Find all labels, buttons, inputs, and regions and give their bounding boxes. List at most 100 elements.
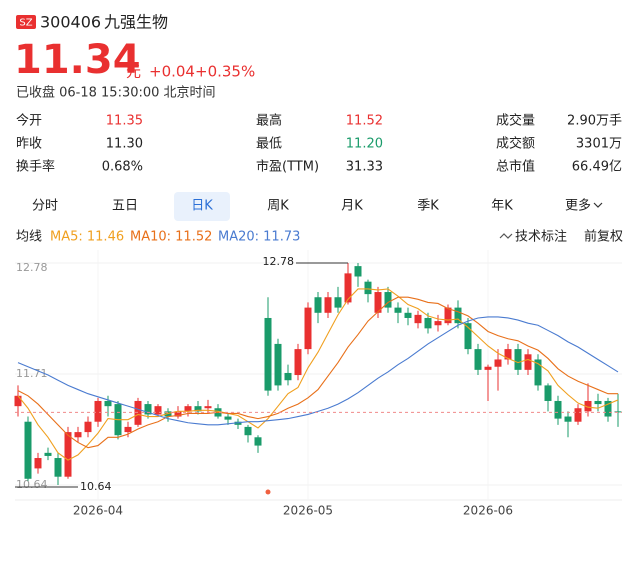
tech-button[interactable]: 技术标注 [515,230,567,245]
candle-body [244,426,252,436]
stat-label: 最高 [256,113,282,129]
x-tick-label: 2026-06 [463,504,513,518]
candle-body [384,292,392,308]
tab[interactable]: 年K [491,199,513,214]
candle-body [504,349,512,360]
candle-body [144,404,152,415]
stat-value: 66.49亿 [572,160,622,175]
candle-body [414,314,422,324]
candle-body [464,323,472,350]
annotation: 12.78 [263,255,295,268]
change-pct: +0.35% [195,63,255,81]
candle-body [194,406,202,412]
candle-body [544,385,552,401]
tab[interactable]: 季K [417,199,439,214]
stat-label: 成交量 [496,113,535,129]
candle-body [224,416,232,420]
candle-body [394,307,402,313]
candle-body [154,406,162,415]
candle-body [344,273,352,303]
tab[interactable]: 周K [267,199,289,214]
status: 已收盘 06-18 15:30:00 北京时间 [16,85,216,101]
x-tick-label: 2026-05 [283,504,333,518]
kline-chart: 12.78 11.71 10.64 2026-04 2026-05 2026-06 12.7… [14,250,622,518]
candle-body [454,307,462,324]
candle-body [184,406,192,412]
stat-value: 2.90万手 [567,114,622,129]
ma-line [17,296,618,449]
y-tick-label: 10.64 [16,478,48,491]
stat-value: 11.30 [106,137,143,152]
candle-body [444,307,452,324]
stat-label: 换手率 [16,159,55,175]
candle-body [614,411,622,413]
event-dot [265,489,271,495]
more-chevron [593,202,603,208]
tabs: 分时 五日 日K 周K 月K 季K 年K 更多 [32,192,591,221]
candle-body [434,321,442,326]
candle-body [594,400,602,405]
candle-body [584,400,592,412]
candle-body [334,297,342,308]
candle-body [484,366,492,370]
candle-body [564,416,572,422]
candle-body [174,411,182,417]
exchange-badge [16,15,36,29]
candle-body [84,421,92,433]
candle-body [424,317,432,329]
annotation: 10.64 [80,480,112,493]
candle-body [574,408,582,422]
candle-body [514,349,522,370]
ma-legend: MA5: 11.46 MA10: 11.52 MA20: 11.73 [50,230,300,245]
candle-body [124,426,132,433]
candle-body [304,307,312,350]
candle-body [104,400,112,407]
tab[interactable]: 分时 [32,199,58,214]
stat-label: 最低 [256,137,282,152]
stat-value: 11.35 [106,114,143,129]
candle-body [204,406,212,409]
price-unit: 元 [126,63,141,81]
candle-body [474,349,482,370]
candle-body [534,359,542,386]
stock-code: 300406 [40,13,101,32]
candle-body [324,297,332,313]
ma-line [17,316,619,426]
candle-body [284,372,292,381]
tab[interactable]: 五日 [112,199,138,214]
ma-line [17,288,619,461]
candle-body [354,266,362,277]
candle-body [254,437,262,446]
x-tick-label: 2026-04 [73,504,123,518]
stat-value: 31.33 [346,160,383,175]
tab-active-bg [174,192,230,221]
ma-legend-item: MA20: 11.73 [218,230,300,245]
candle-body [524,354,532,370]
candle-body [604,400,612,417]
candle-body [264,317,272,391]
candle-body [274,343,282,386]
stat-label: 总市值 [496,159,535,175]
stat-value: 11.20 [346,137,383,152]
candle-body [44,452,52,456]
candle-body [494,359,502,367]
candle-body [134,400,142,425]
tab[interactable]: 更多 [565,198,591,214]
tab[interactable]: 月K [341,199,363,214]
change: +0.04 [149,63,195,81]
candle-body [554,400,562,419]
price: 11.34 [14,37,141,83]
tab[interactable]: 日K [191,199,213,214]
stock-name: 九强生物 [104,13,168,32]
y-tick-label: 11.71 [16,367,48,380]
tech-icon [499,233,513,239]
stat-label: 成交额 [496,136,535,152]
adjust-button[interactable]: 前复权 [584,229,623,245]
ma-legend-item: MA5: 11.46 [50,230,124,245]
candle-body [374,292,382,313]
candle-body [294,349,302,376]
y-tick-label: 12.78 [16,261,48,274]
candle-body [14,395,22,407]
